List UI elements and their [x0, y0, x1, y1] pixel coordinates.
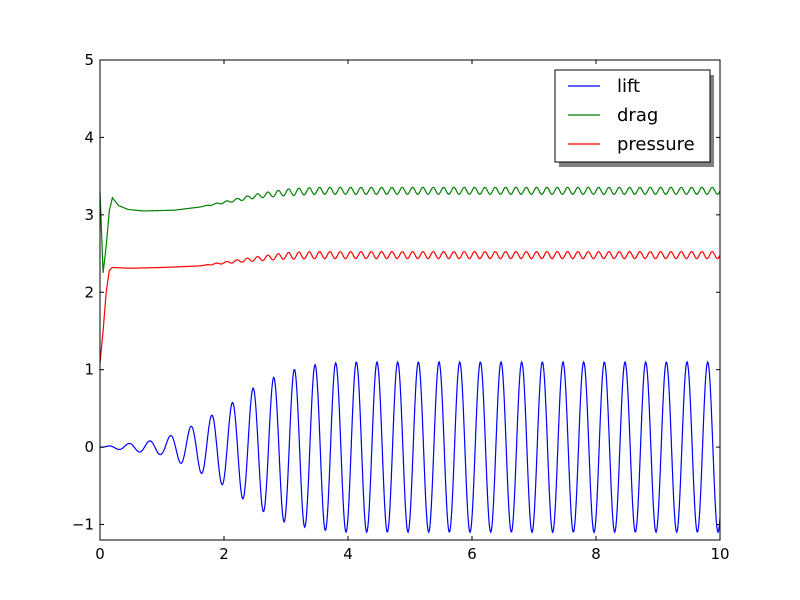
- legend-label-drag: drag: [617, 105, 658, 126]
- legend-label-lift: lift: [617, 76, 640, 97]
- x-tick-label: 10: [710, 545, 729, 563]
- x-tick-label: 6: [467, 545, 477, 563]
- y-tick-label: 0: [84, 438, 94, 456]
- series-line-pressure: [99, 250, 721, 364]
- series-layer: [99, 186, 721, 534]
- y-tick-label: 1: [84, 361, 94, 379]
- y-tick-label: 4: [84, 128, 94, 146]
- y-tick-label: 5: [84, 51, 94, 69]
- y-tick-label: 2: [84, 283, 94, 301]
- plot-frame: [99, 59, 721, 541]
- legend: lift drag pressure: [554, 69, 714, 167]
- y-tick-label: 3: [84, 206, 94, 224]
- x-tick-label: 8: [591, 545, 601, 563]
- legend-label-pressure: pressure: [617, 134, 695, 155]
- series-line-lift: [100, 360, 721, 534]
- series-line-drag: [99, 186, 721, 273]
- legend-box: [554, 69, 711, 163]
- x-tick-label: 4: [343, 545, 353, 563]
- x-tick-label: 2: [219, 545, 229, 563]
- x-tick-label: 0: [95, 545, 105, 563]
- y-tick-label: −1: [72, 516, 94, 534]
